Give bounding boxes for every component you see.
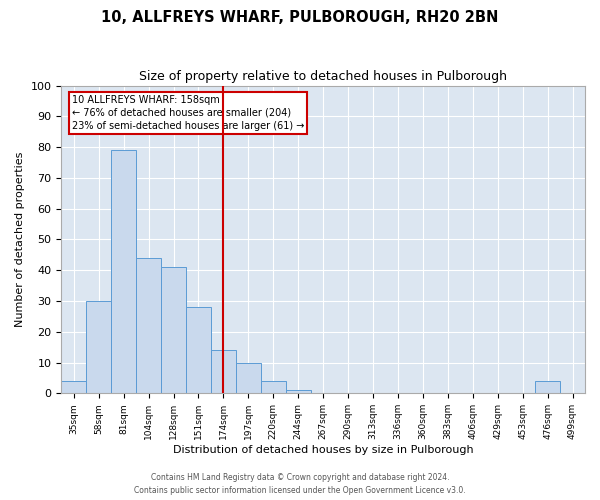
Bar <box>61 381 86 394</box>
Text: 10, ALLFREYS WHARF, PULBOROUGH, RH20 2BN: 10, ALLFREYS WHARF, PULBOROUGH, RH20 2BN <box>101 10 499 25</box>
Text: Contains HM Land Registry data © Crown copyright and database right 2024.
Contai: Contains HM Land Registry data © Crown c… <box>134 474 466 495</box>
X-axis label: Distribution of detached houses by size in Pulborough: Distribution of detached houses by size … <box>173 445 473 455</box>
Bar <box>186 307 211 394</box>
Bar <box>136 258 161 394</box>
Bar <box>286 390 311 394</box>
Bar <box>211 350 236 394</box>
Bar <box>236 362 261 394</box>
Y-axis label: Number of detached properties: Number of detached properties <box>15 152 25 327</box>
Text: 10 ALLFREYS WHARF: 158sqm
← 76% of detached houses are smaller (204)
23% of semi: 10 ALLFREYS WHARF: 158sqm ← 76% of detac… <box>72 95 304 131</box>
Bar <box>86 301 111 394</box>
Bar <box>111 150 136 394</box>
Bar <box>261 381 286 394</box>
Bar <box>161 267 186 394</box>
Bar <box>535 381 560 394</box>
Title: Size of property relative to detached houses in Pulborough: Size of property relative to detached ho… <box>139 70 507 83</box>
